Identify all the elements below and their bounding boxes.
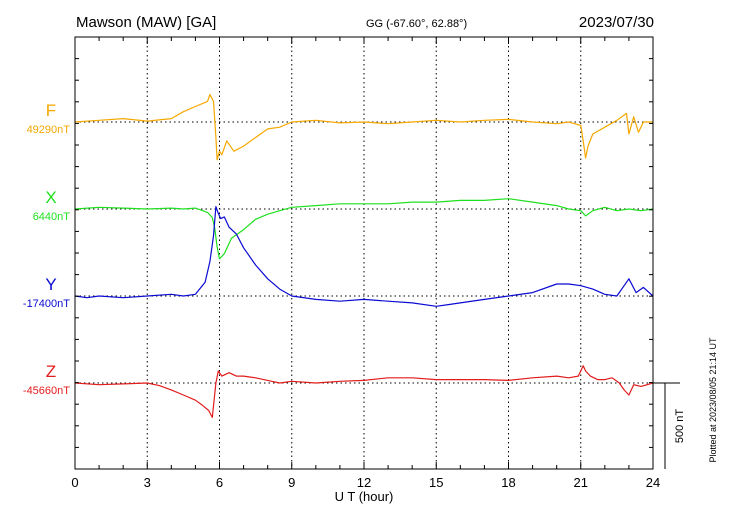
x-tick-label-15: 15 (429, 475, 443, 490)
series-name-X: X (45, 188, 56, 207)
series-baseline-label-Y: -17400nT (23, 298, 70, 310)
series-baseline-label-Z: -45660nT (23, 385, 70, 397)
axis-ticks (74, 36, 654, 469)
x-tick-label-3: 3 (144, 475, 151, 490)
series-line-X (74, 198, 654, 260)
series-name-Y: Y (45, 275, 56, 294)
x-tick-label-9: 9 (288, 475, 295, 490)
date-label: 2023/07/30 (579, 14, 654, 31)
grid-lines (146, 37, 582, 469)
series-labels: F 49290nT X 6440nT Y -17400nT Z -45660nT (23, 101, 70, 397)
x-tick-label-6: 6 (216, 475, 223, 490)
scale-bar-label: 500 nT (674, 409, 686, 444)
series-line-Y (74, 206, 654, 307)
x-tick-labels: 0 3 6 9 12 15 18 21 24 (71, 475, 660, 490)
series-baseline-label-F: 49290nT (27, 124, 71, 136)
series-line-F (74, 93, 653, 161)
series-name-Z: Z (46, 362, 56, 381)
x-tick-label-24: 24 (646, 475, 660, 490)
x-tick-label-21: 21 (574, 475, 588, 490)
scale-bar: 500 nT (653, 382, 686, 469)
series-lines (74, 93, 654, 418)
x-tick-label-0: 0 (71, 475, 78, 490)
plotted-timestamp: Plotted at 2023/08/05 21:14 UT (708, 337, 718, 463)
x-tick-label-18: 18 (501, 475, 515, 490)
series-baseline-label-X: 6440nT (33, 211, 71, 223)
x-tick-label-12: 12 (357, 475, 371, 490)
station-title: Mawson (MAW) [GA] (76, 14, 216, 31)
x-axis-title: U T (hour) (335, 489, 394, 504)
coordinates-label: GG (-67.60°, 62.88°) (366, 18, 467, 30)
series-name-F: F (46, 101, 56, 120)
series-line-Z (74, 365, 654, 418)
